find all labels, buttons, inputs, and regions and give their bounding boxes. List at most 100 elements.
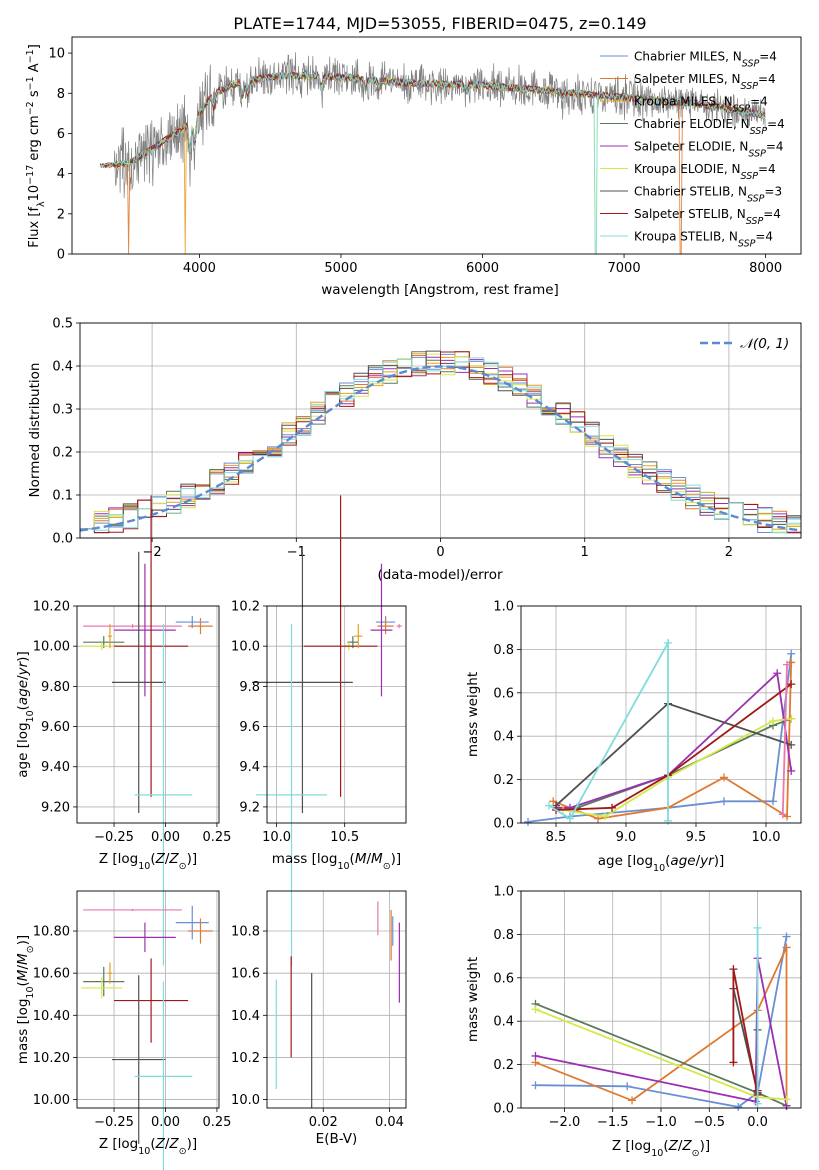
x-tick-label: −0.5: [693, 1115, 725, 1130]
y-tick-label: 0.6: [493, 971, 514, 986]
histogram-Kroupa_STELIB: [80, 357, 801, 534]
x-tick-label: 9.5: [686, 830, 707, 845]
series-Chabrier_STELIB: [552, 699, 796, 810]
axes-frame: [76, 605, 220, 824]
plot-content: [275, 901, 400, 1108]
legend-label: Kroupa MILES, NSSP=4: [634, 95, 768, 115]
errorbar-Salpeter_STELIB: [114, 958, 189, 1043]
x-tick-label: 10.0: [752, 830, 781, 845]
x-tick-label: −0.25: [94, 1115, 134, 1130]
errorbar-extra_pink: [396, 624, 402, 629]
series-line: [556, 671, 793, 809]
axes-frame: [520, 605, 802, 824]
y-tick-label: 9.60: [41, 720, 70, 735]
x-tick-label: −1.5: [597, 1115, 629, 1130]
series-marker: [531, 1081, 540, 1090]
errorbar-Chabrier_STELIB: [111, 551, 166, 813]
x-tick-label: −1.0: [645, 1115, 677, 1130]
errorbar-Kroupa_STELIB: [256, 624, 327, 966]
x-tick-label: 0.25: [202, 1115, 231, 1130]
plot-content: [524, 638, 796, 826]
y-tick-label: 10.20: [33, 600, 70, 615]
x-tick-label: 8.5: [546, 830, 567, 845]
x-tick-label: 2: [725, 545, 733, 560]
series-marker: [782, 1095, 791, 1104]
series-marker: [782, 943, 791, 952]
series-marker: [787, 649, 796, 658]
series-line: [555, 702, 792, 807]
series-Salpeter_MILES: [549, 658, 796, 823]
series-marker: [787, 658, 796, 667]
x-tick-label: −2.0: [549, 1115, 581, 1130]
series-extra_pink: [778, 660, 791, 819]
series-marker: [782, 932, 791, 941]
y-tick-label: 10.2: [231, 600, 260, 615]
errorbar-Salpeter_ELODIE: [114, 922, 176, 953]
y-tick-label: 0.8: [493, 928, 514, 943]
series-marker: [734, 1102, 743, 1111]
y-tick-label: 0.8: [493, 643, 514, 658]
y-tick-label: 0.6: [493, 686, 514, 701]
x-tick-label: 0.04: [375, 1115, 404, 1130]
x-tick-label: 10.0: [262, 830, 291, 845]
errorbar-Chabrier_STELIB: [252, 551, 353, 813]
y-tick-label: 9.80: [41, 680, 70, 695]
y-tick-label: 10.0: [231, 1093, 260, 1108]
series-marker: [729, 965, 738, 974]
errorbar-extra_pink: [83, 624, 182, 629]
series-marker: [753, 923, 762, 932]
legend-label: Salpeter MILES, NSSP=4: [634, 72, 776, 92]
plot-mass-vs-EBV: 0.02 0.04 10.0 10.2 10.4 10.6 10.8 E(B-V): [231, 890, 407, 1147]
plot-content: [531, 923, 791, 1111]
series-marker: [531, 1005, 540, 1014]
x-tick-label: −1: [287, 545, 306, 560]
y-tick-label: 1.0: [493, 885, 514, 900]
series-marker: [769, 797, 777, 806]
series-marker: [531, 1051, 540, 1060]
series-Kroupa_STELIB: [753, 923, 762, 1108]
errorbar-Salpeter_MILES: [377, 618, 394, 635]
series-Chabrier_MILES: [524, 649, 796, 826]
series-marker: [566, 814, 574, 823]
series-line: [527, 653, 793, 823]
y-tick-label: 1.0: [493, 600, 514, 615]
y-tick-label: 0.0: [52, 532, 73, 547]
errorbar-Salpeter_STELIB: [114, 495, 189, 797]
axes-frame: [76, 890, 220, 1109]
x-axis-label: Z [log10(Z/Z⊙)]: [612, 1138, 710, 1159]
y-tick-label: 10.60: [33, 967, 70, 982]
y-tick-label: 10.20: [33, 1051, 70, 1066]
x-axis-label: (data-model)/error: [377, 567, 503, 583]
series-Salpeter_ELODIE: [552, 669, 796, 812]
plot-content: [81, 905, 213, 1170]
normal-curve: [79, 365, 799, 532]
errorbar-Salpeter_STELIB: [303, 495, 378, 797]
y-axis-label: mass [log10(M/M⊙)]: [15, 935, 36, 1064]
errorbar-Kroupa_MILES: [354, 624, 363, 649]
legend-label: Salpeter STELIB, NSSP=4: [634, 207, 781, 227]
errorbar-Salpeter_ELODIE: [114, 563, 176, 697]
y-tick-label: 9.40: [41, 760, 70, 775]
series-marker: [787, 766, 796, 775]
axes-frame: [266, 890, 407, 1109]
x-tick-label: 4000: [183, 261, 216, 276]
y-axis-label: age [log10(age/yr)]: [15, 651, 36, 777]
y-tick-label: 6: [57, 127, 65, 142]
y-tick-label: 0.4: [493, 1015, 514, 1030]
x-axis-label: E(B-V): [316, 1131, 358, 1147]
errorbar-Kroupa_MILES: [107, 624, 112, 649]
y-tick-label: 4: [57, 167, 65, 182]
y-tick-label: 10.80: [33, 925, 70, 940]
plot-content: [252, 495, 402, 966]
y-tick-label: 0.1: [52, 489, 73, 504]
y-axis-label: mass weight: [465, 672, 481, 757]
plot-content: [79, 350, 801, 534]
axes-frame: [79, 322, 802, 539]
plot-age-vs-Z: −0.25 0.00 0.25 9.20 9.40 9.60 9.80 10.00 10.20 Z…: [15, 495, 231, 966]
axes-frame: [71, 36, 802, 255]
plot-content: [81, 495, 213, 966]
y-tick-label: 10.0: [231, 640, 260, 655]
series-line: [552, 662, 793, 820]
